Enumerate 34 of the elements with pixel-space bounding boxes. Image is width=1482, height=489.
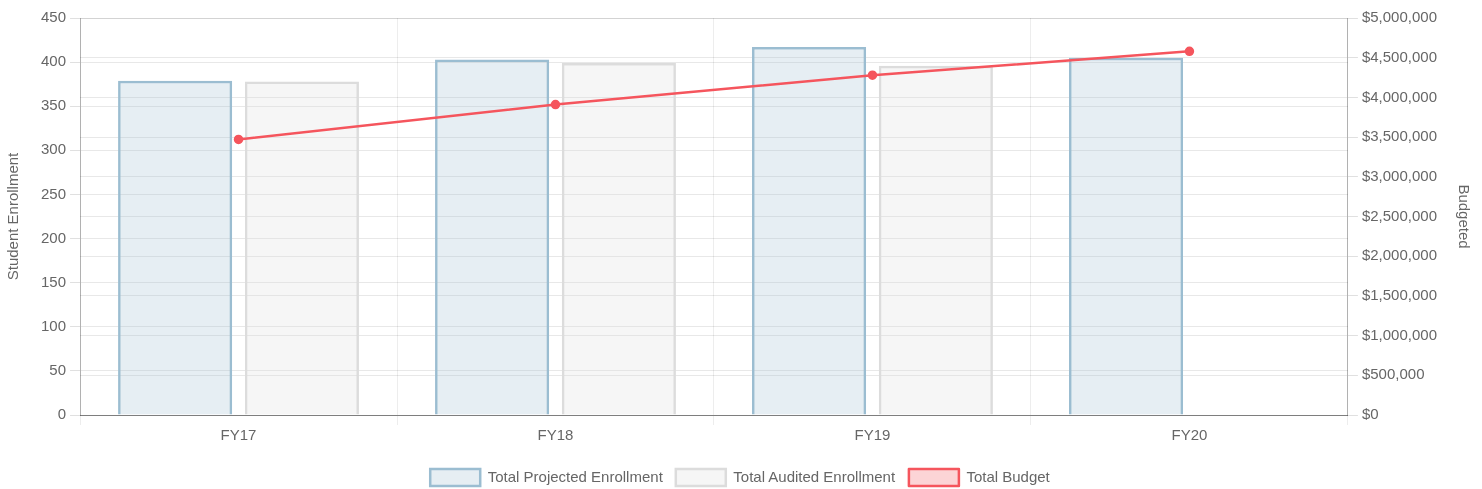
y2-tick-label: $4,000,000: [1361, 87, 1437, 105]
y-tick-label: 50: [49, 361, 67, 379]
y2-tick-label: $1,000,000: [1361, 325, 1437, 343]
y-tick-label: 200: [41, 228, 67, 246]
y-tick-label: 150: [41, 272, 67, 290]
point: [1184, 46, 1195, 57]
x-tick-label: FY19: [854, 426, 891, 444]
y-tick-label: 300: [41, 140, 67, 158]
y-tick-label: 400: [41, 52, 67, 70]
y2-tick-label: $4,500,000: [1361, 47, 1437, 65]
y-tick-label: 250: [41, 184, 67, 202]
y-tick-label: 100: [41, 316, 67, 334]
y-axis-title: Student Enrollment: [4, 151, 22, 281]
point: [867, 70, 878, 80]
x-tick-label: FY20: [1171, 426, 1208, 444]
y2-tick-label: $1,500,000: [1361, 286, 1437, 304]
y-tick-label: 350: [41, 96, 67, 114]
point: [233, 134, 244, 145]
y2-tick-label: $3,000,000: [1361, 166, 1437, 184]
y-tick-label: 0: [57, 405, 67, 423]
y2-tick-label: $3,500,000: [1361, 127, 1437, 145]
legend-label: Total Audited Enrollment: [733, 467, 896, 485]
x-tick-label: FY18: [537, 426, 574, 444]
y-tick-label: 450: [41, 8, 67, 26]
y2-tick-label: $0: [1361, 405, 1379, 423]
legend-label: Total Budget: [966, 467, 1051, 485]
point: [550, 99, 561, 110]
y2-tick-label: $5,000,000: [1361, 8, 1437, 26]
x-tick-label: FY17: [220, 426, 257, 444]
y2-tick-label: $2,000,000: [1361, 246, 1437, 264]
y2-tick-label: $2,500,000: [1361, 206, 1437, 224]
legend-label: Total Projected Enrollment: [487, 467, 664, 485]
y2-tick-label: $500,000: [1361, 365, 1425, 383]
y2-axis-title: Budgeted: [1455, 184, 1473, 249]
